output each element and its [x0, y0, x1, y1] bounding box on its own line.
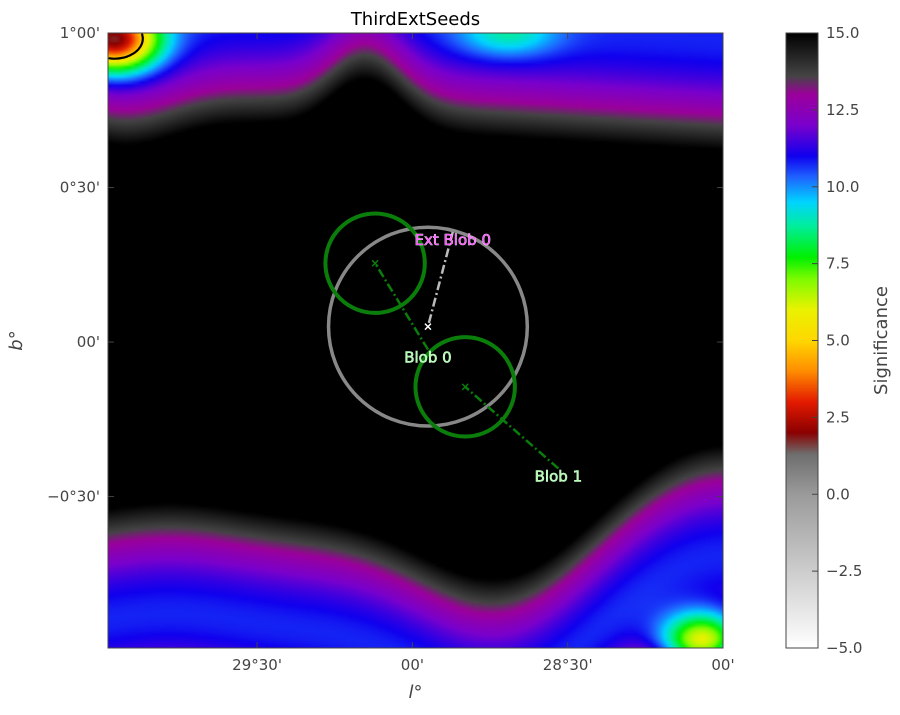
- x-tick-label: 29°30': [232, 656, 282, 674]
- colorbar-tick-label: 0.0: [826, 485, 850, 503]
- colorbar-tick-label: 10.0: [826, 178, 859, 196]
- plot-area: 29°30' 00' 28°30' 00' 1°00' 0°30' 00' −0°30': [47, 24, 734, 674]
- colorbar-ticks: 15.0 12.5 10.0 7.5 5.0 2.5 0.0 −2.5 −5.0: [812, 24, 862, 657]
- x-axis-label: l°: [408, 682, 422, 703]
- seed-circle: [413, 335, 517, 439]
- seed-label: Ext Blob 0: [415, 231, 491, 249]
- colorbar-tick-label: 12.5: [826, 101, 859, 119]
- seed-center-marker: [461, 383, 469, 391]
- x-tick-label: 00': [401, 656, 424, 674]
- colorbar-tick-label: −2.5: [826, 562, 862, 580]
- seed-label: Blob 0: [404, 348, 451, 366]
- y-tick-label: −0°30': [47, 488, 100, 506]
- colorbar-tick-label: −5.0: [826, 639, 862, 657]
- x-tick-label: 00': [711, 656, 734, 674]
- colorbar-tick-label: 7.5: [826, 255, 850, 273]
- seed-center-marker: [424, 323, 432, 331]
- seed-label: Blob 1: [535, 467, 582, 485]
- significance-heatmap: [108, 33, 723, 648]
- contour-level: [108, 33, 144, 60]
- label-leader-line: [426, 231, 454, 327]
- label-leader-line: [464, 385, 560, 470]
- y-axis: 1°00' 0°30' 00' −0°30': [47, 24, 723, 506]
- x-axis: 29°30' 00' 28°30' 00': [232, 33, 735, 674]
- y-tick-label: 1°00': [60, 24, 100, 42]
- seed-center-marker: [371, 259, 379, 267]
- y-axis-label: b°: [6, 330, 27, 350]
- seed-circle: [323, 211, 427, 315]
- contour-lines: [108, 33, 144, 60]
- y-tick-label: 00': [77, 333, 100, 351]
- seed-labels: Ext Blob 0 Blob 0 Blob 1: [404, 231, 583, 486]
- y-tick-label: 0°30': [60, 179, 100, 197]
- colorbar-label: Significance: [871, 286, 892, 395]
- seed-overlays: [323, 211, 560, 470]
- colorbar: 15.0 12.5 10.0 7.5 5.0 2.5 0.0 −2.5 −5.0 Signifi…: [785, 24, 892, 657]
- x-tick-label: 28°30': [543, 656, 593, 674]
- ext-seed-circle: [326, 225, 530, 428]
- colorbar-tick-label: 15.0: [826, 24, 859, 42]
- chart-title: ThirdExtSeeds: [350, 9, 480, 30]
- colorbar-tick-label: 2.5: [826, 408, 850, 426]
- colorbar-tick-label: 5.0: [826, 332, 850, 350]
- plot-frame: [107, 32, 724, 649]
